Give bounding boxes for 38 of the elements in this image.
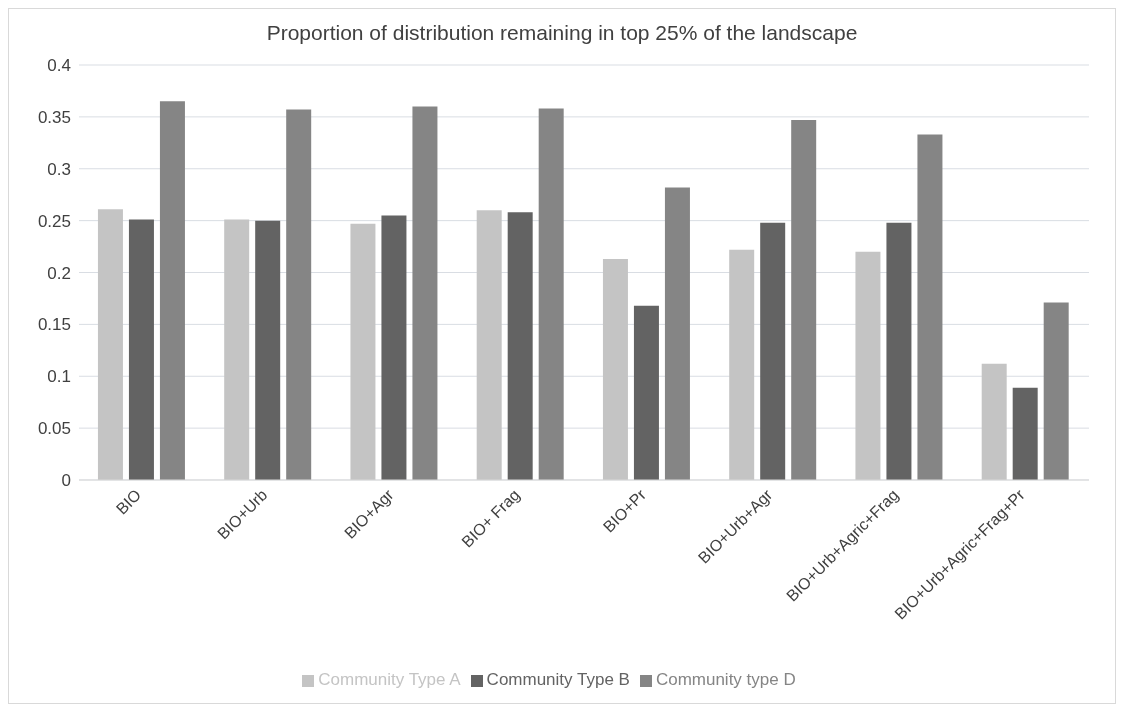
- y-tick-label: 0.4: [47, 56, 71, 76]
- legend-label: Community type D: [655, 670, 796, 689]
- bar: [729, 249, 755, 480]
- y-tick-label: 0.05: [37, 419, 71, 439]
- y-tick-label: 0.35: [37, 107, 71, 127]
- bar: [128, 219, 154, 480]
- bar: [507, 212, 533, 480]
- chart-title: Proportion of distribution remaining in top 25% of the landscape: [265, 21, 859, 45]
- bar: [97, 209, 123, 480]
- y-tick-label: 0.15: [37, 315, 71, 335]
- bar: [381, 215, 407, 480]
- y-tick-label: 0.25: [37, 211, 71, 231]
- bar: [886, 222, 912, 480]
- bar: [1043, 302, 1069, 480]
- bar: [159, 101, 185, 480]
- x-tick-label: BIO: [112, 486, 145, 518]
- bar: [664, 187, 690, 480]
- legend-label: Community Type A: [318, 670, 461, 689]
- bar: [1012, 387, 1038, 480]
- bar: [255, 220, 281, 480]
- y-tick-label: 0.1: [47, 367, 71, 387]
- legend-label: Community Type B: [486, 670, 630, 689]
- bar: [791, 119, 817, 480]
- bar: [633, 305, 659, 480]
- bar: [286, 109, 312, 480]
- y-tick-label: 0.2: [47, 263, 71, 283]
- bar: [981, 363, 1007, 480]
- bar: [350, 223, 376, 480]
- bar: [476, 210, 502, 480]
- bar: [538, 108, 564, 480]
- bar: [760, 222, 786, 480]
- bar: [602, 259, 628, 480]
- y-tick-label: 0: [61, 471, 71, 491]
- bar: [224, 219, 250, 480]
- bar: [412, 106, 438, 480]
- bar: [917, 134, 943, 480]
- bar: [855, 251, 881, 480]
- y-tick-label: 0.3: [47, 159, 71, 179]
